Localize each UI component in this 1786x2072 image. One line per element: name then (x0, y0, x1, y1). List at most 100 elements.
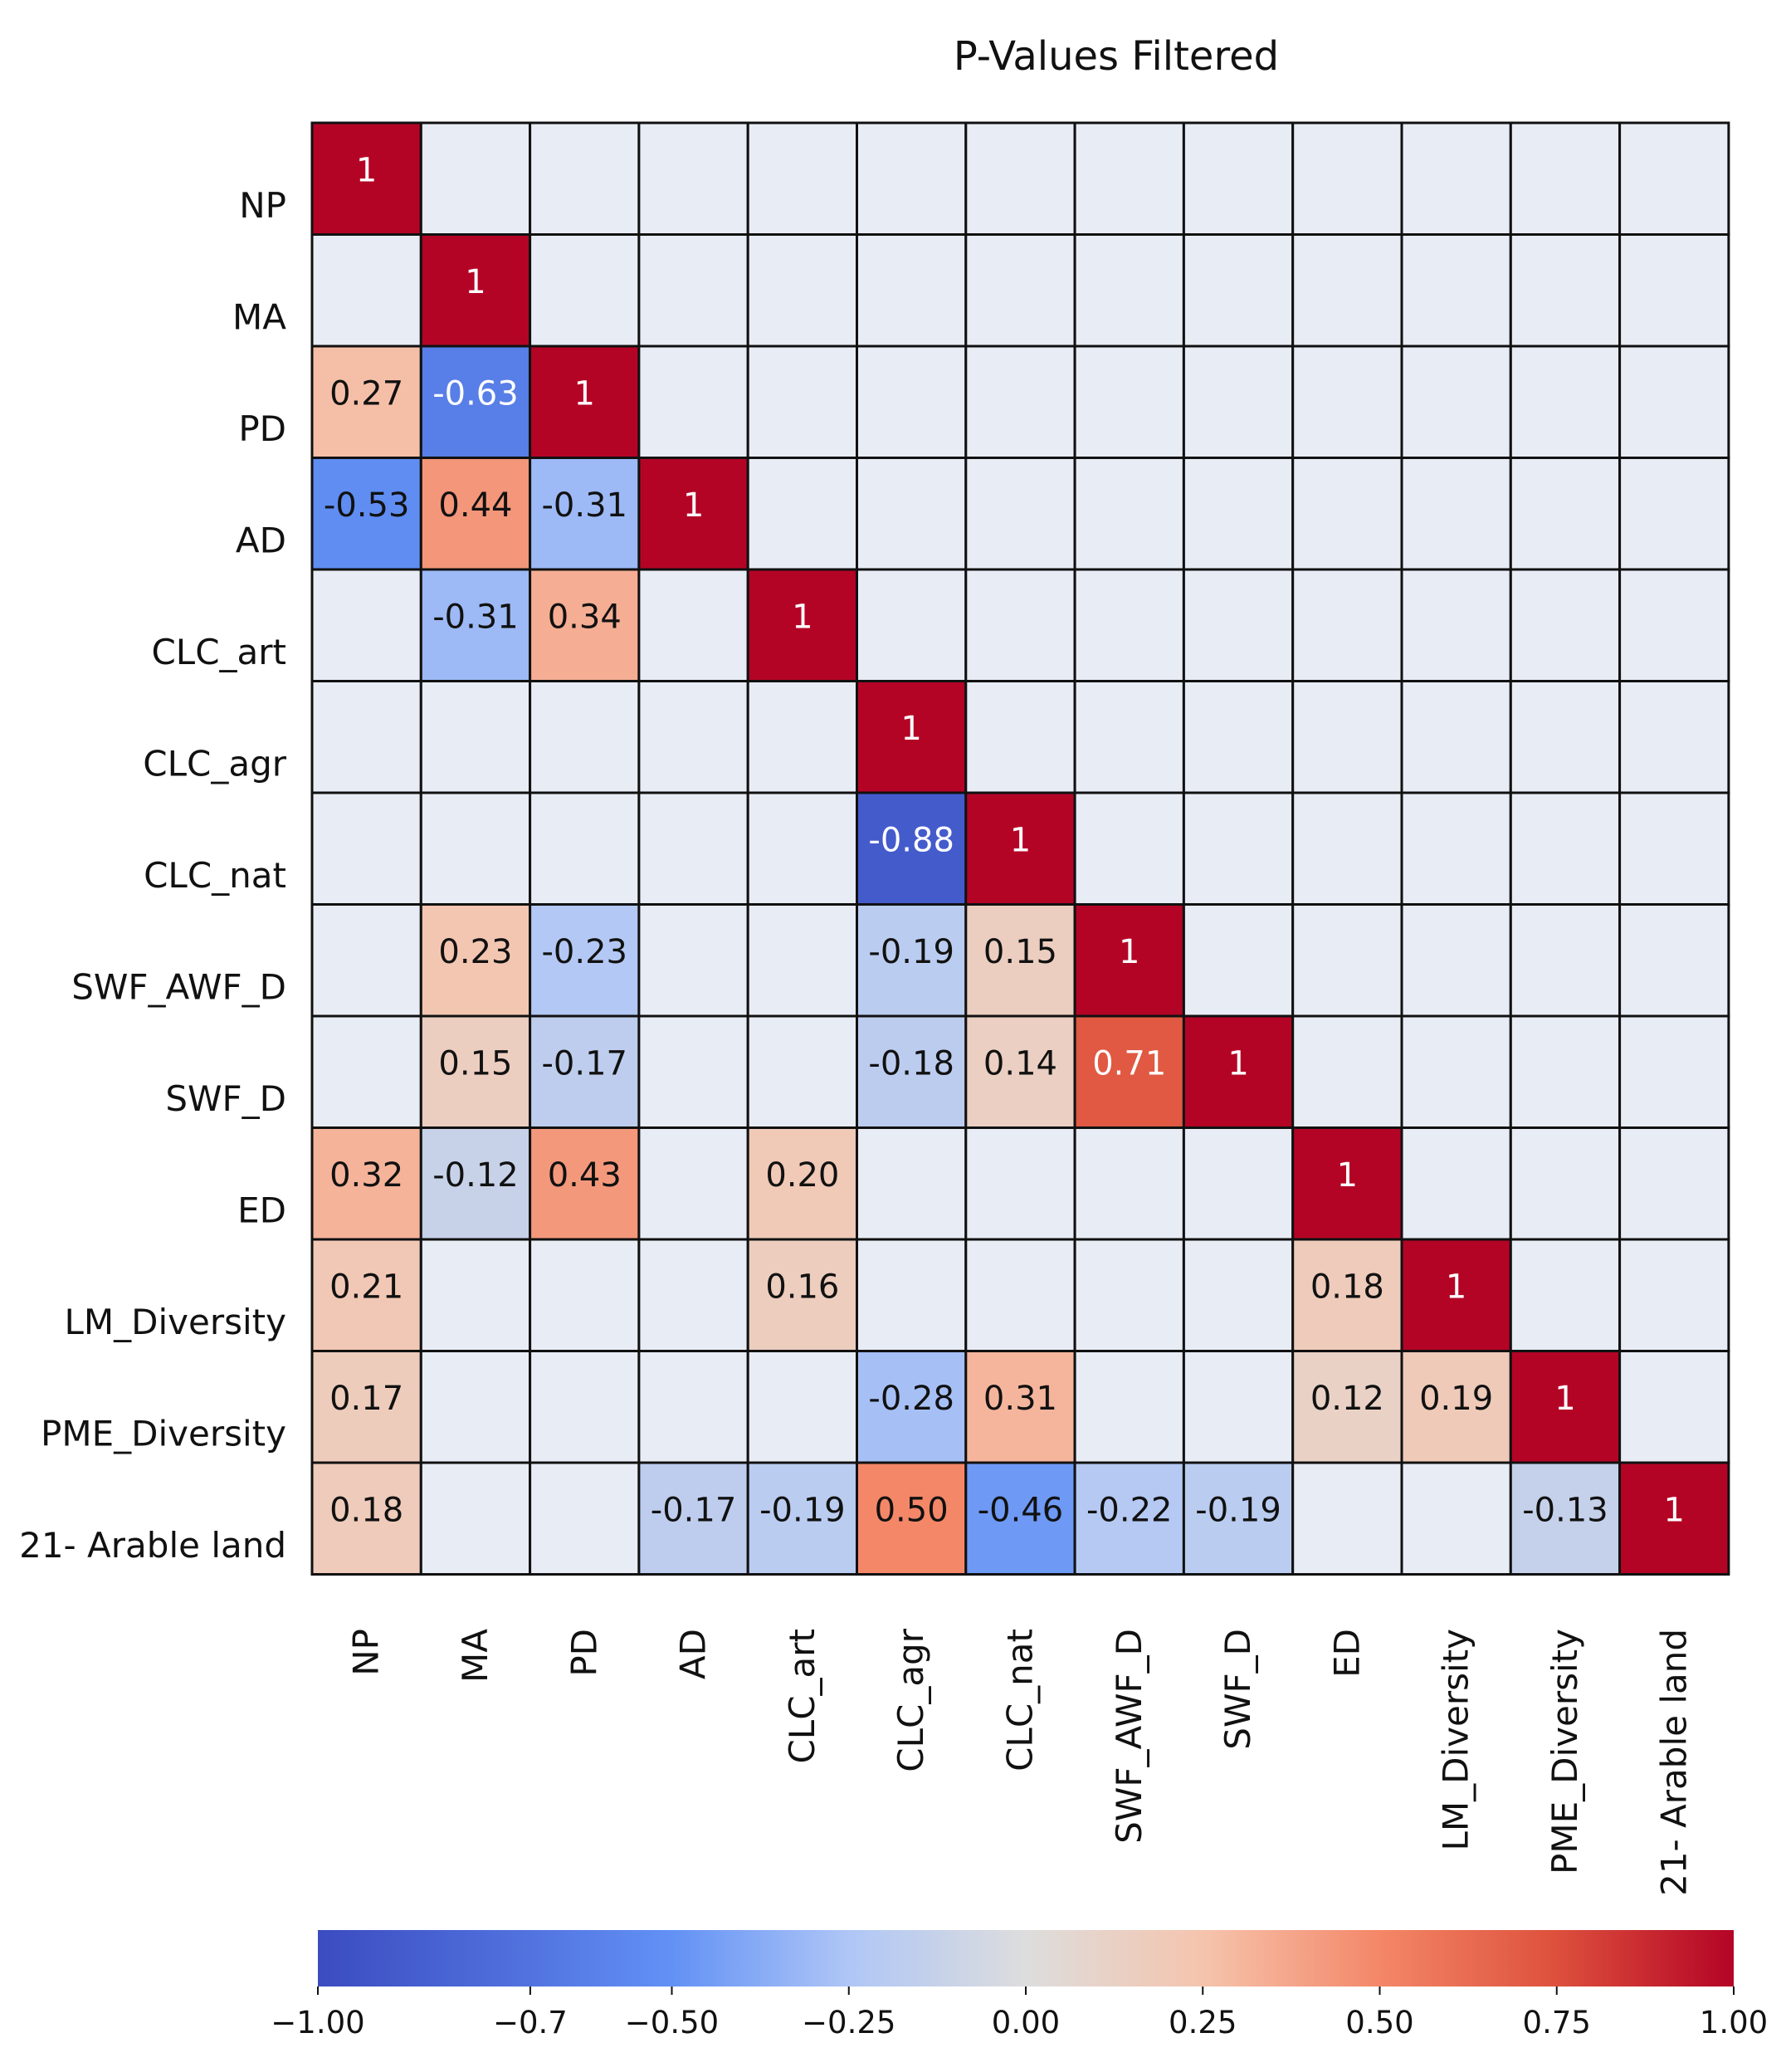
column-label: 21- Arable land (1653, 1629, 1694, 1896)
heatmap-cell (1618, 345, 1730, 459)
cell-value-label: 1 (1446, 1268, 1466, 1306)
heatmap-cell (1073, 1238, 1185, 1352)
heatmap-cell (856, 1238, 968, 1352)
cell-value-label: 1 (1337, 1156, 1358, 1195)
heatmap-cell (637, 345, 749, 459)
heatmap-cell (746, 1014, 859, 1129)
heatmap-cell (1073, 1461, 1185, 1576)
heatmap-cell (637, 680, 749, 794)
row-label: AD (236, 520, 286, 561)
heatmap-cell (637, 121, 749, 236)
heatmap-cell (529, 791, 641, 906)
heatmap-cell (1400, 457, 1512, 571)
heatmap-cell (1400, 345, 1512, 459)
row-label: SWF_D (165, 1078, 286, 1119)
heatmap-cell (1291, 457, 1403, 571)
heatmap-cell (1509, 457, 1622, 571)
heatmap-cell (1400, 903, 1512, 1018)
heatmap-cell (529, 903, 641, 1018)
heatmap-cell (1182, 457, 1295, 571)
heatmap-cell (637, 233, 749, 348)
heatmap-cell (1182, 1461, 1295, 1576)
column-label: PME_Diversity (1544, 1629, 1585, 1874)
heatmap-cell (1182, 345, 1295, 459)
heatmap-cell (1618, 1238, 1730, 1352)
row-label: SWF_AWF_D (71, 967, 286, 1008)
heatmap-cell (856, 791, 968, 906)
cell-value-label: 1 (465, 263, 486, 301)
heatmap-cell (419, 791, 532, 906)
cell-value-label: 1 (356, 151, 377, 189)
colorbar-tick-label: −1.00 (271, 2005, 364, 2040)
row-label: PD (238, 408, 286, 449)
heatmap-cell (1291, 1350, 1403, 1464)
column-label: CLC_agr (891, 1628, 931, 1771)
cell-value-label: 0.18 (1310, 1268, 1384, 1306)
heatmap-cell (1182, 1350, 1295, 1464)
heatmap-cell (529, 1014, 641, 1129)
heatmap-cell (1400, 568, 1512, 682)
heatmap-cell (310, 680, 422, 794)
colorbar-tick-label: 0.75 (1523, 2005, 1591, 2040)
cell-value-label: 0.32 (329, 1156, 403, 1195)
heatmap-cell (1400, 1014, 1512, 1129)
heatmap-cell (1073, 1350, 1185, 1464)
heatmap-cell (1182, 791, 1295, 906)
heatmap-cell (419, 1014, 532, 1129)
heatmap-cell (746, 903, 859, 1018)
heatmap-cell (310, 457, 422, 571)
row-label: 21- Arable land (19, 1525, 286, 1566)
cell-value-label: -0.19 (759, 1491, 846, 1529)
heatmap-cell (1618, 233, 1730, 348)
row-label: ED (237, 1190, 286, 1231)
row-label: CLC_nat (144, 855, 286, 896)
heatmap-cell (529, 233, 641, 348)
chart-title: P-Values Filtered (954, 33, 1279, 80)
cell-value-label: 0.44 (438, 486, 512, 525)
cell-value-label: 0.43 (548, 1156, 622, 1195)
heatmap-cell (1618, 903, 1730, 1018)
heatmap-cell (856, 1126, 968, 1241)
cell-value-label: 0.14 (983, 1044, 1057, 1082)
row-label: CLC_agr (143, 744, 286, 784)
cell-value-label: -0.19 (1195, 1491, 1281, 1529)
heatmap-cell (310, 1350, 422, 1464)
column-label: CLC_art (782, 1629, 822, 1764)
heatmap-cell (964, 345, 1076, 459)
column-label: LM_Diversity (1436, 1629, 1476, 1850)
heatmap-cell (1182, 680, 1295, 794)
cell-value-label: 1 (1119, 933, 1139, 971)
heatmap-cell (964, 1461, 1076, 1576)
heatmap-cell (1400, 791, 1512, 906)
heatmap-cell (529, 121, 641, 236)
heatmap-cell (746, 121, 859, 236)
heatmap-cell (746, 568, 859, 682)
cell-value-label: -0.88 (868, 821, 954, 859)
heatmap-cell (856, 457, 968, 571)
row-labels: NP MA PD AD CLC_art CLC_agr CLC_nat SWF_AWF_D SW… (19, 185, 287, 1566)
heatmap-cell (637, 1014, 749, 1129)
heatmap-cell (419, 1126, 532, 1241)
cell-value-label: 1 (1227, 1044, 1248, 1082)
heatmap-cell (1618, 457, 1730, 571)
heatmap-cell (529, 1461, 641, 1576)
heatmap-cell (529, 457, 641, 571)
cell-value-label: -0.31 (432, 598, 519, 636)
heatmap-cell (1509, 1238, 1622, 1352)
heatmap-cell (1618, 1461, 1730, 1576)
heatmap-cell (1291, 121, 1403, 236)
colorbar-gradient (318, 1930, 1734, 1986)
row-label: NP (239, 185, 286, 226)
cell-value-label: 0.71 (1092, 1044, 1166, 1082)
heatmap-cell (856, 1461, 968, 1576)
heatmap-cell (310, 1126, 422, 1241)
cell-value-label: 1 (792, 598, 812, 636)
heatmap-cell (1073, 121, 1185, 236)
heatmap-cell (310, 1461, 422, 1576)
cell-value-label: -0.23 (542, 933, 628, 971)
heatmap-cell (1400, 1461, 1512, 1576)
heatmap-cell (1291, 903, 1403, 1018)
heatmap-cell (1291, 568, 1403, 682)
cell-value-label: 0.18 (329, 1491, 403, 1529)
heatmap-cell (310, 1014, 422, 1129)
